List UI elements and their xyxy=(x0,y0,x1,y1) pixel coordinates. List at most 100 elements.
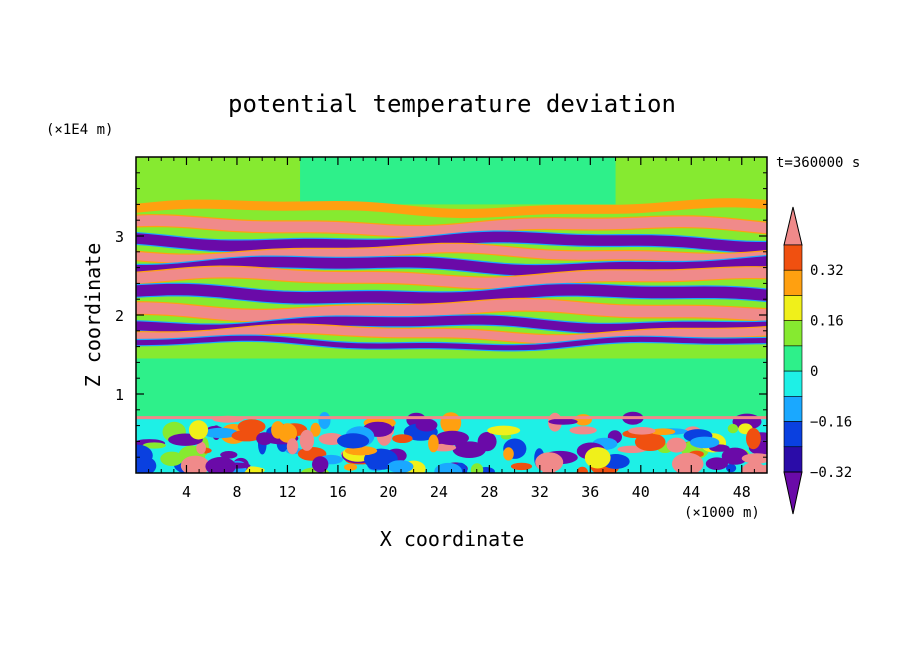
turbulent-eddy xyxy=(203,427,239,439)
turbulent-eddy xyxy=(392,434,413,443)
turbulent-eddy xyxy=(726,463,737,473)
turbulent-eddy xyxy=(136,444,153,467)
colorbar-swatch xyxy=(783,244,803,271)
x-tick-label: 20 xyxy=(379,483,397,501)
turbulent-eddy xyxy=(237,419,266,434)
turbulent-eddy xyxy=(428,434,439,453)
field-band xyxy=(136,283,767,305)
colorbar-label: −0.32 xyxy=(810,465,852,481)
plot-area xyxy=(136,157,767,473)
x-tick-label: 32 xyxy=(531,483,549,501)
colorbar-swatch xyxy=(783,320,803,347)
turbulent-eddy xyxy=(650,428,676,436)
y-tick-label: 1 xyxy=(115,386,124,404)
turbulent-eddy xyxy=(188,420,209,440)
colorbar-swatch xyxy=(783,421,803,448)
field-band xyxy=(136,314,767,335)
colorbar-min-arrow xyxy=(783,471,803,515)
turbulent-eddy xyxy=(727,423,739,434)
turbulent-eddy xyxy=(671,452,704,473)
x-tick-label: 8 xyxy=(232,483,241,501)
turbulent-eddy xyxy=(666,437,687,453)
turbulent-eddy xyxy=(310,422,321,437)
x-tick-label: 36 xyxy=(581,483,599,501)
x-tick-label: 48 xyxy=(733,483,751,501)
turbulent-eddy xyxy=(387,460,414,473)
turbulent-eddy xyxy=(452,441,486,459)
turbulent-eddy xyxy=(220,451,238,459)
x-tick-label: 40 xyxy=(632,483,650,501)
x-unit-label: (×1000 m) xyxy=(684,505,760,521)
colorbar-max-arrow xyxy=(783,206,803,246)
turbulent-eddy xyxy=(535,452,564,473)
field-band-edge xyxy=(136,265,767,290)
turbulent-eddy xyxy=(344,463,357,471)
x-tick-label: 24 xyxy=(430,483,448,501)
colorbar-label: 0.16 xyxy=(810,314,844,330)
x-tick-label: 12 xyxy=(278,483,296,501)
colorbar-label: 0 xyxy=(810,364,818,380)
turbulent-eddy xyxy=(434,462,463,473)
field-band-edge xyxy=(136,214,767,238)
turbulent-eddy xyxy=(312,456,329,473)
turbulent-eddy xyxy=(299,429,315,451)
field-patch xyxy=(300,157,616,205)
turbulent-eddy xyxy=(470,463,484,473)
turbulent-eddy xyxy=(584,447,611,469)
turbulent-eddy xyxy=(278,423,297,443)
field-band-edge xyxy=(136,254,767,278)
field-patch xyxy=(136,346,767,359)
turbulent-eddy xyxy=(415,418,438,432)
colorbar-swatch xyxy=(783,396,803,422)
x-tick-label: 28 xyxy=(480,483,498,501)
chart-title: potential temperature deviation xyxy=(228,90,676,118)
turbulent-eddy xyxy=(634,433,666,451)
turbulent-eddy xyxy=(548,418,578,425)
x-tick-label: 16 xyxy=(329,483,347,501)
x-axis-label: X coordinate xyxy=(380,527,525,551)
colorbar-swatch xyxy=(783,269,803,296)
x-tick-label: 44 xyxy=(682,483,700,501)
boundary-layer-top xyxy=(136,416,767,420)
turbulent-eddy xyxy=(205,457,236,473)
turbulent-eddy xyxy=(487,425,521,436)
x-axis-ticks: 4 8 12 16 20 24 28 32 36 40 44 48 xyxy=(148,157,755,501)
turbulent-eddy xyxy=(196,441,207,455)
turbulent-eddy xyxy=(510,462,533,471)
colorbar-label: −0.16 xyxy=(810,415,852,431)
turbulent-eddy xyxy=(440,412,462,434)
turbulent-eddy xyxy=(256,432,273,446)
colorbar-swatch xyxy=(783,370,803,397)
field-band xyxy=(136,231,767,254)
colorbar-swatch xyxy=(783,446,803,473)
turbulent-eddy xyxy=(435,430,469,446)
turbulent-eddy xyxy=(705,457,729,471)
turbulent-eddy xyxy=(569,426,597,435)
colorbar-swatch xyxy=(783,295,803,321)
colorbar: 0.32 0.16 0 −0.16 −0.32 xyxy=(783,206,852,515)
y-axis-ticks: 1 2 3 xyxy=(115,172,767,458)
y-axis-label: Z coordinate xyxy=(81,243,105,388)
field-patch xyxy=(136,358,767,418)
time-label: t=360000 s xyxy=(776,155,860,171)
turbulent-eddy xyxy=(477,432,497,452)
turbulent-eddy xyxy=(574,414,592,426)
y-unit-label: (×1E4 m) xyxy=(46,122,113,138)
y-tick-label: 2 xyxy=(115,307,124,325)
turbulent-eddy xyxy=(628,427,656,435)
turbulent-eddy xyxy=(180,455,210,473)
turbulent-eddy xyxy=(160,451,184,466)
turbulent-eddy xyxy=(142,442,166,449)
field-band xyxy=(136,214,767,238)
colorbar-swatch xyxy=(783,345,803,372)
turbulent-eddy xyxy=(337,433,370,449)
turbulent-eddy xyxy=(367,459,383,470)
turbulent-eddy xyxy=(721,447,749,465)
turbulent-eddy xyxy=(746,428,761,450)
field-band xyxy=(136,243,767,264)
field-band-edge xyxy=(136,334,767,352)
field-band-edge xyxy=(136,198,767,219)
turbulent-eddy xyxy=(740,461,767,473)
field-band-edge xyxy=(136,282,767,306)
